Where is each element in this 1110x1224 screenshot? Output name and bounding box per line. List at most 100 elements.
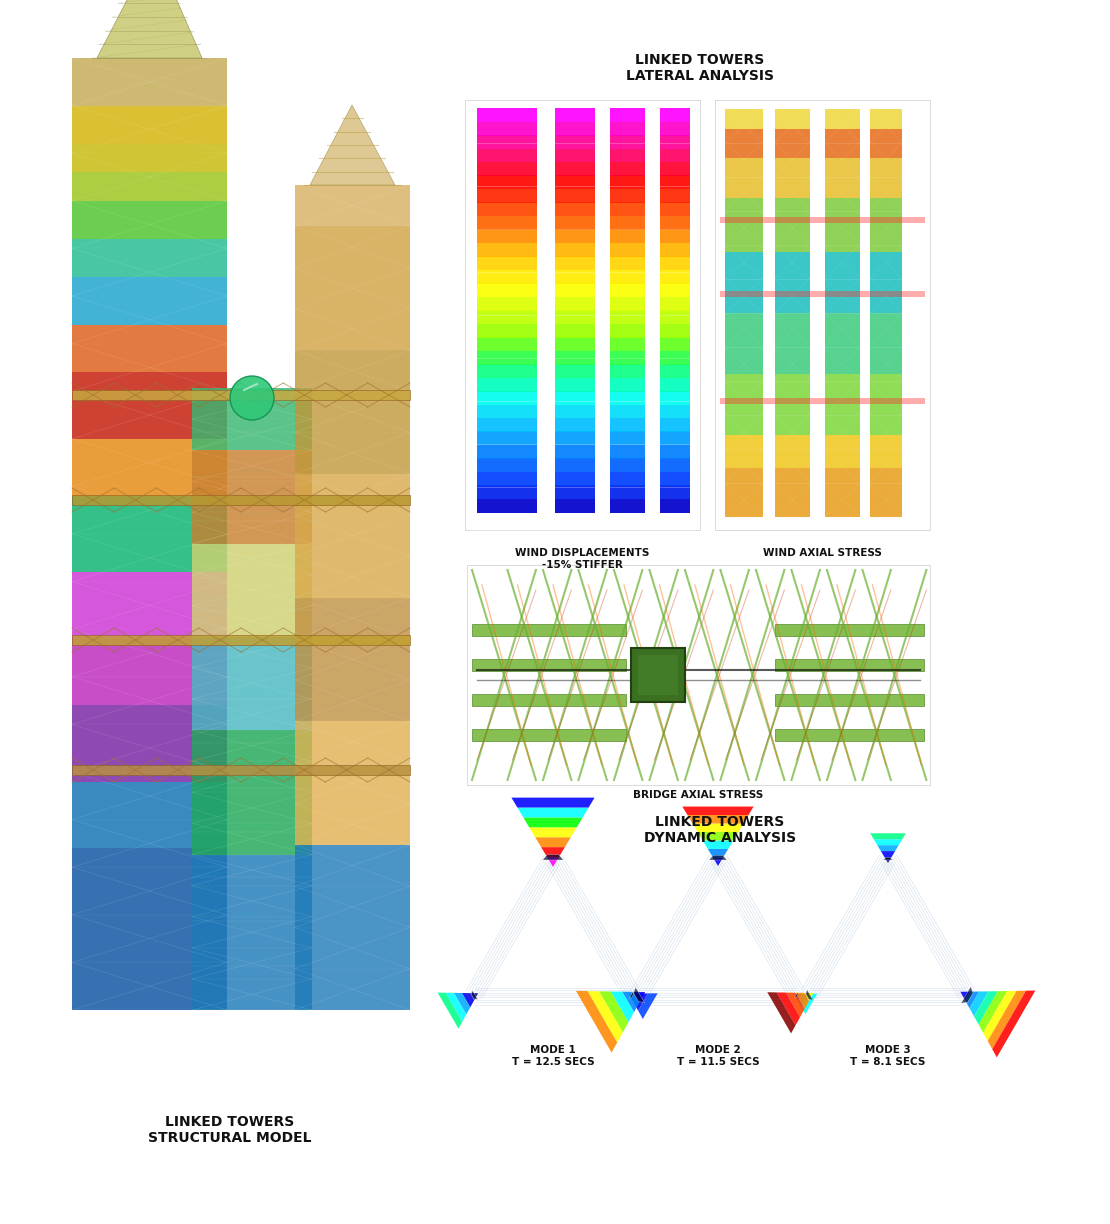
Bar [610,283,645,297]
Bar [295,474,410,597]
Bar [555,256,595,271]
Polygon shape [713,858,723,865]
Bar [610,390,645,405]
Bar [775,109,810,129]
Bar [870,158,902,198]
Bar [555,472,595,486]
Bar [555,446,595,459]
Bar [477,350,537,365]
Bar [720,218,925,224]
Bar [825,198,860,252]
Bar [477,323,537,338]
Bar [72,639,228,705]
Polygon shape [523,818,583,827]
Polygon shape [697,832,738,841]
Polygon shape [806,990,813,1000]
Bar [72,239,228,277]
Bar [825,375,860,436]
Bar [660,323,690,338]
Bar [192,854,312,1010]
Bar [295,185,410,226]
Bar [610,188,645,203]
Bar [555,202,595,217]
Text: WIND AXIAL STRESS: WIND AXIAL STRESS [763,548,881,558]
Bar [477,390,537,405]
Polygon shape [437,993,463,1028]
Polygon shape [979,991,1007,1033]
Polygon shape [629,991,634,999]
Bar [472,730,626,741]
Bar [72,173,228,201]
Polygon shape [801,994,817,1015]
Bar [295,845,410,1010]
Bar [555,296,595,311]
Text: WIND DISPLACEMENTS
-15% STIFFER: WIND DISPLACEMENTS -15% STIFFER [515,548,649,569]
Polygon shape [709,856,727,860]
Bar [192,636,312,730]
Polygon shape [961,987,973,1004]
Bar [555,431,595,446]
Bar [477,337,537,351]
Bar [472,624,626,636]
Bar [555,229,595,244]
Bar [555,377,595,392]
Bar [477,215,537,230]
Polygon shape [786,993,805,1017]
Bar [72,201,228,239]
Text: MODE 2
T = 11.5 SECS: MODE 2 T = 11.5 SECS [677,1045,759,1066]
Bar [72,390,410,400]
Bar [477,499,537,513]
Bar [610,459,645,472]
Polygon shape [634,991,645,1002]
Polygon shape [543,854,564,860]
Polygon shape [547,857,559,867]
Bar [477,242,537,257]
Bar [660,269,690,284]
Bar [477,256,537,271]
Bar [720,398,925,404]
Bar [610,135,645,149]
Bar [477,364,537,378]
Bar [660,431,690,446]
Bar [660,135,690,149]
Polygon shape [628,994,638,1002]
Bar [610,417,645,432]
Polygon shape [805,993,814,1001]
Bar [775,198,810,252]
Bar [555,283,595,297]
Bar [477,472,537,486]
Bar [472,659,626,671]
Bar [870,198,902,252]
Bar [660,148,690,163]
Bar [72,143,228,173]
Polygon shape [622,991,639,1012]
Polygon shape [97,0,202,58]
Bar [555,108,595,122]
Bar [610,404,645,419]
Bar [870,252,902,313]
Polygon shape [881,851,895,857]
Bar [660,283,690,297]
Bar [192,450,312,543]
Bar [870,468,902,517]
Polygon shape [576,991,617,1053]
Polygon shape [512,798,595,808]
Bar [775,659,924,671]
Polygon shape [535,837,571,847]
Polygon shape [687,815,748,824]
Polygon shape [983,991,1017,1040]
Bar [660,404,690,419]
Bar [555,135,595,149]
Bar [477,431,537,446]
Bar [725,436,763,468]
Bar [72,572,228,639]
Bar [775,375,810,436]
Bar [775,624,924,636]
Bar [555,364,595,378]
Bar [725,198,763,252]
FancyBboxPatch shape [638,655,678,695]
Bar [72,496,228,572]
Bar [610,148,645,163]
Bar [295,350,410,474]
Bar [775,436,810,468]
